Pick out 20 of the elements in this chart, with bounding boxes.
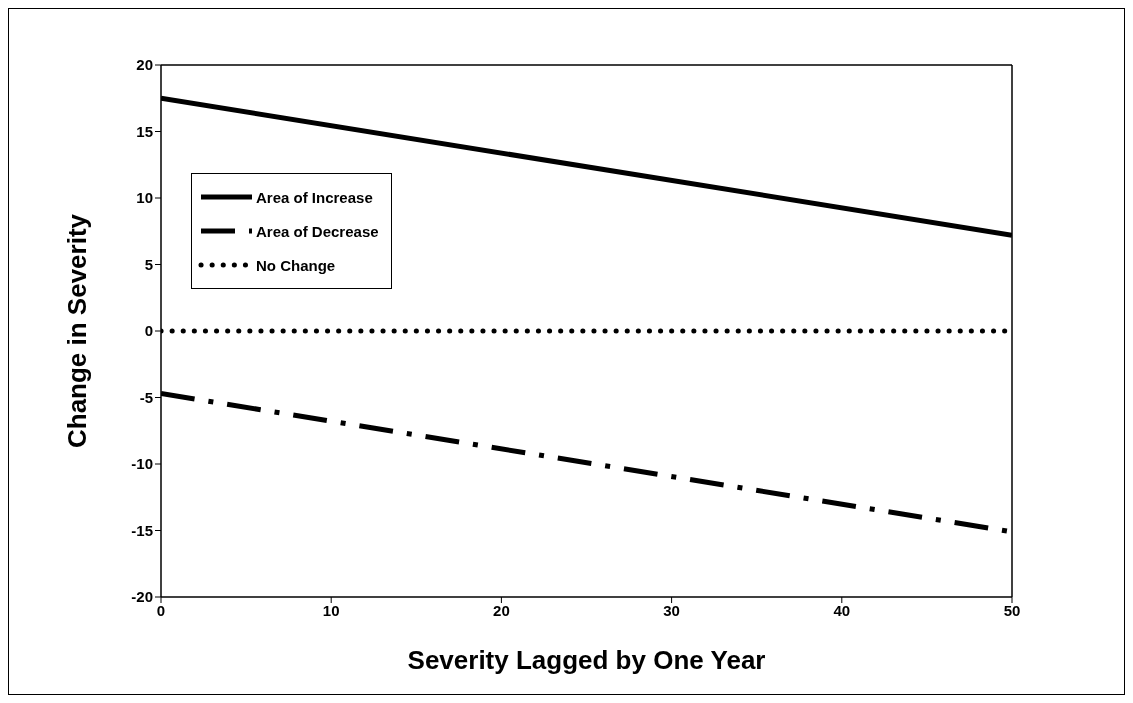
x-axis-title: Severity Lagged by One Year — [407, 645, 766, 675]
legend-label: Area of Increase — [256, 188, 373, 206]
legend-label: No Change — [256, 256, 336, 274]
legend-label: Area of Decrease — [256, 222, 379, 240]
y-tick-label: 0 — [144, 322, 153, 340]
x-tick-label: 30 — [663, 601, 680, 619]
y-tick-label: -15 — [131, 521, 153, 539]
y-tick-label: 20 — [136, 56, 153, 74]
x-tick-label: 0 — [156, 601, 166, 619]
y-tick-label: -5 — [139, 388, 153, 406]
y-tick-label: 5 — [144, 255, 153, 273]
y-tick-label: 10 — [136, 189, 153, 207]
x-tick-label: 20 — [493, 601, 510, 619]
y-tick-label: -20 — [131, 588, 153, 606]
y-axis-title: Change in Severity — [62, 213, 93, 449]
y-tick-label: -10 — [131, 455, 153, 473]
x-tick-label: 40 — [833, 601, 851, 619]
x-tick-label: 50 — [1003, 601, 1021, 619]
y-tick-label: 15 — [136, 122, 153, 140]
x-tick-label: 10 — [322, 601, 340, 619]
